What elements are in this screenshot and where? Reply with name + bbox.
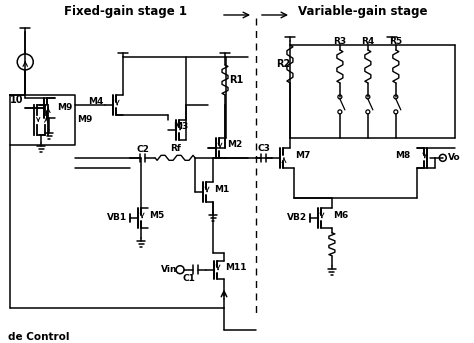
Text: M3: M3 <box>173 122 188 131</box>
Text: R3: R3 <box>333 37 346 46</box>
Text: Vin: Vin <box>161 265 177 274</box>
Text: Rf: Rf <box>170 144 181 153</box>
Text: M4: M4 <box>88 97 103 106</box>
Text: Vo: Vo <box>448 153 460 162</box>
Text: M5: M5 <box>149 211 164 220</box>
Text: M6: M6 <box>333 211 348 220</box>
Text: M2: M2 <box>227 140 242 149</box>
Text: de Control: de Control <box>8 332 70 342</box>
Text: C2: C2 <box>136 145 149 154</box>
Text: M8: M8 <box>396 151 411 160</box>
Text: R5: R5 <box>389 37 402 46</box>
Text: VB1: VB1 <box>107 213 127 222</box>
Text: M7: M7 <box>295 151 310 160</box>
Text: M11: M11 <box>225 263 246 272</box>
Text: VB2: VB2 <box>287 213 307 222</box>
Text: R1: R1 <box>229 75 243 85</box>
Text: Fixed-gain stage 1: Fixed-gain stage 1 <box>64 5 187 19</box>
Text: R2: R2 <box>276 59 290 69</box>
Text: Variable-gain stage: Variable-gain stage <box>298 5 428 19</box>
Text: M9: M9 <box>77 115 92 125</box>
Text: R4: R4 <box>361 37 374 46</box>
Text: M1: M1 <box>214 185 229 194</box>
Text: M9: M9 <box>57 103 73 113</box>
Text: C1: C1 <box>182 274 195 283</box>
Text: 10: 10 <box>10 95 24 105</box>
Text: C3: C3 <box>257 144 270 153</box>
